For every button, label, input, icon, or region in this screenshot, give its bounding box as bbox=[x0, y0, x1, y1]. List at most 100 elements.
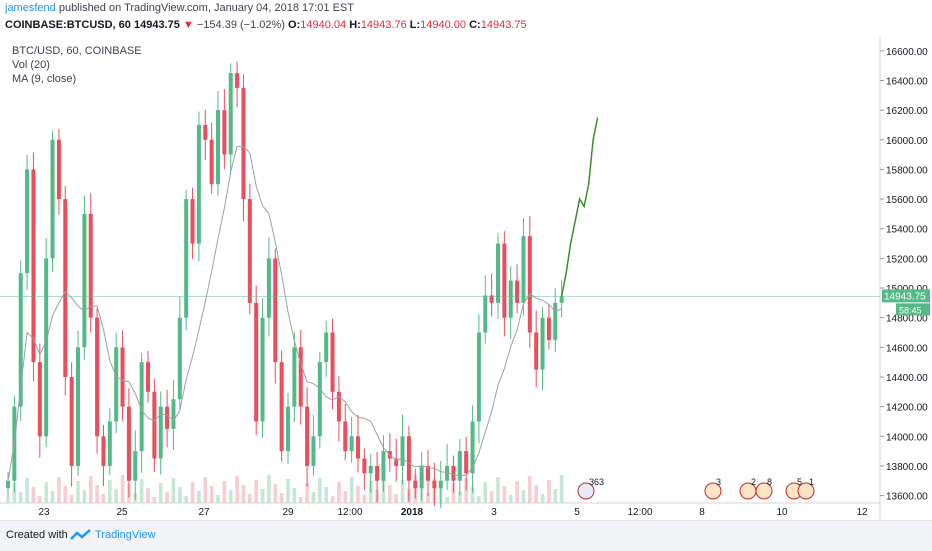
candle-body bbox=[336, 391, 341, 422]
candle-body bbox=[165, 406, 170, 429]
chart-legend: BTC/USD, 60, COINBASE Vol (20) MA (9, cl… bbox=[12, 44, 142, 86]
candle-body bbox=[177, 317, 182, 400]
x-tick-label: 27 bbox=[198, 507, 210, 518]
volume-bar bbox=[267, 475, 271, 503]
tradingview-logo-icon[interactable] bbox=[70, 527, 92, 545]
volume-bar bbox=[76, 481, 80, 503]
candle-body bbox=[413, 480, 418, 489]
publish-line: jamesfend published on TradingView.com, … bbox=[5, 2, 354, 14]
footer-bar: Created with TradingView bbox=[0, 520, 932, 551]
volume-bar bbox=[69, 495, 74, 503]
y-tick-label: 13800.00 bbox=[886, 462, 928, 473]
legend-ma: MA (9, close) bbox=[12, 73, 77, 85]
y-tick-label: 14200.00 bbox=[886, 403, 928, 414]
volume-bar bbox=[114, 489, 118, 503]
candle-body bbox=[356, 436, 360, 459]
event-badge-count: 363 bbox=[589, 477, 604, 487]
volume-bar bbox=[146, 488, 150, 503]
candle-body bbox=[235, 73, 240, 88]
candle-body bbox=[349, 436, 354, 452]
candle-body bbox=[515, 280, 520, 303]
candle-body bbox=[254, 302, 259, 422]
volume-bar bbox=[152, 497, 157, 503]
tradingview-brand[interactable]: TradingView bbox=[95, 529, 156, 541]
volume-bar bbox=[477, 496, 481, 503]
candle-body bbox=[343, 421, 348, 452]
volume-bar bbox=[362, 495, 367, 503]
x-tick-label: 23 bbox=[38, 507, 50, 518]
volume-bar bbox=[515, 481, 519, 503]
price-chart[interactable]: 16600.00 16400.00 16200.00 16000.00 15800.00… bbox=[0, 36, 932, 520]
candle-body bbox=[483, 295, 488, 333]
volume-bar bbox=[528, 476, 532, 503]
volume-bar bbox=[318, 478, 322, 503]
volume-bar bbox=[222, 481, 227, 503]
candle-body bbox=[171, 399, 176, 429]
candle-body bbox=[324, 332, 329, 363]
candle-body bbox=[196, 124, 201, 244]
close-value: 14943.75 bbox=[480, 19, 527, 31]
y-tick-label: 16000.00 bbox=[886, 136, 928, 147]
candle-body bbox=[496, 243, 500, 303]
candle-body bbox=[247, 199, 252, 303]
author-link[interactable]: jamesfend bbox=[5, 2, 56, 14]
candle-body bbox=[260, 317, 265, 422]
price-tag-value: 14943.75 bbox=[884, 291, 926, 302]
y-tick-label: 15800.00 bbox=[886, 165, 928, 176]
candle-body bbox=[457, 451, 462, 481]
candle-body bbox=[95, 317, 100, 437]
candle-body bbox=[553, 302, 558, 340]
volume-bar bbox=[228, 490, 233, 503]
volume-bar bbox=[305, 483, 309, 503]
volume-bar bbox=[279, 493, 284, 503]
candle-body bbox=[527, 236, 532, 333]
open-value: 14940.04 bbox=[300, 19, 347, 31]
volume-bar bbox=[553, 489, 558, 503]
price-tag-timer: 58:45 bbox=[899, 305, 922, 315]
volume-bar bbox=[521, 490, 526, 503]
candle-body bbox=[419, 465, 424, 489]
y-tick-label: 14000.00 bbox=[886, 432, 928, 443]
volume-bar bbox=[559, 475, 564, 503]
open-label: O: bbox=[288, 19, 301, 31]
volume-bar bbox=[38, 496, 42, 503]
candle-body bbox=[56, 139, 61, 200]
volume-bar bbox=[25, 478, 29, 503]
legend-title: BTC/USD, 60, COINBASE bbox=[12, 45, 142, 57]
volume-bar bbox=[508, 495, 513, 503]
x-tick-label: 5 bbox=[574, 507, 580, 518]
candle-body bbox=[120, 347, 125, 407]
candle-body bbox=[37, 362, 42, 437]
candle-body bbox=[69, 376, 74, 466]
candle-body bbox=[184, 199, 189, 318]
candle-body bbox=[540, 317, 545, 370]
volume-bar bbox=[158, 483, 163, 503]
volume-bar bbox=[534, 485, 538, 503]
volume-bar bbox=[298, 497, 303, 503]
y-tick-label: 16600.00 bbox=[886, 47, 928, 58]
candle-body bbox=[31, 169, 36, 363]
candle-body bbox=[63, 199, 68, 377]
event-badge-count: 8 bbox=[767, 477, 772, 487]
close-label: C: bbox=[469, 19, 481, 31]
candle-body bbox=[330, 332, 335, 392]
x-tick-label: 12:00 bbox=[337, 507, 362, 518]
volume-bar bbox=[209, 486, 214, 503]
volume-bar bbox=[470, 487, 475, 503]
candle-body bbox=[311, 436, 316, 466]
volume-bar bbox=[286, 479, 290, 503]
price-tag: 14943.75 58:45 bbox=[882, 289, 930, 316]
volume-bar bbox=[95, 485, 99, 503]
event-badge-count: 2 bbox=[751, 477, 756, 487]
candle-body bbox=[146, 362, 150, 392]
volume-bar bbox=[184, 496, 188, 503]
volume-bar bbox=[248, 494, 252, 503]
x-tick-label: 2018 bbox=[401, 507, 424, 518]
volume-bar bbox=[82, 490, 87, 503]
volume-bar bbox=[203, 477, 208, 503]
published-text: published on TradingView.com, January 04… bbox=[58, 2, 354, 14]
chart-area[interactable]: 16600.00 16400.00 16200.00 16000.00 15800.00… bbox=[0, 36, 932, 520]
volume-bar bbox=[464, 478, 468, 503]
volume-bar bbox=[394, 494, 398, 503]
x-tick-label: 8 bbox=[699, 507, 705, 518]
